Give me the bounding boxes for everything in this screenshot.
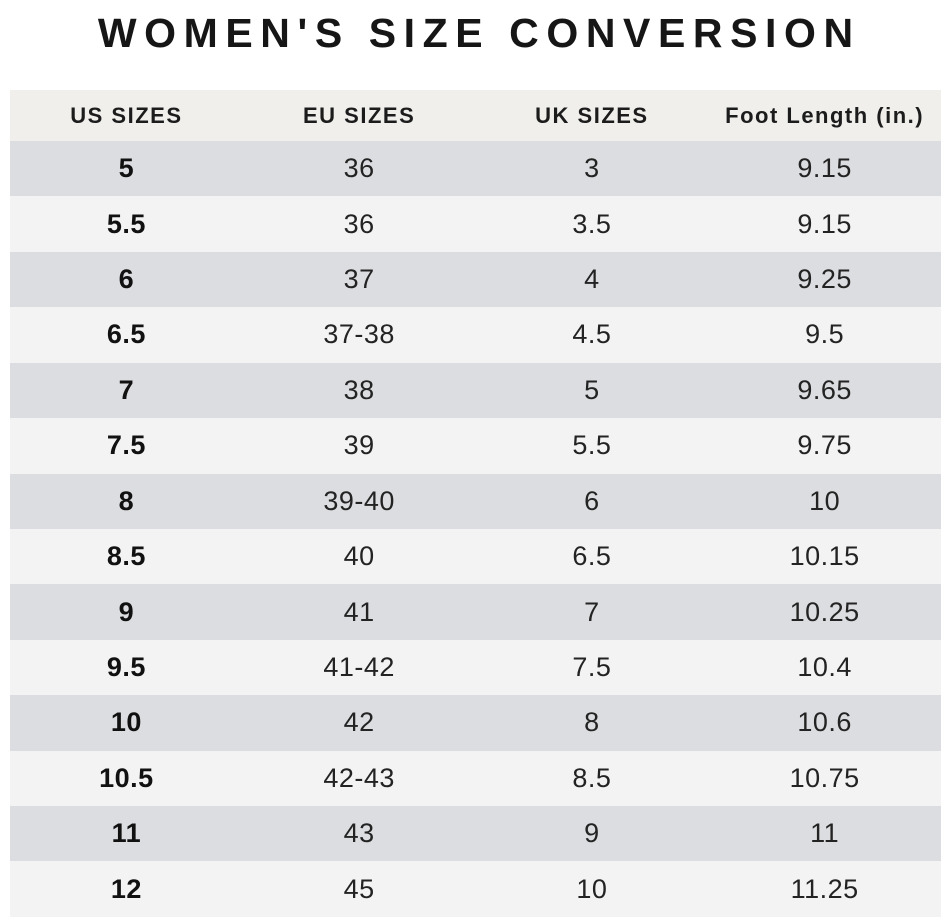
foot-length-cell: 9.65 xyxy=(797,374,852,405)
eu-sizes-cell: 40 xyxy=(343,541,375,572)
eu-sizes-cell: 43 xyxy=(343,818,375,849)
column-header-us-sizes: US SIZES xyxy=(70,102,183,128)
us-sizes-cell: 6 xyxy=(118,264,135,295)
uk-sizes-cell: 9 xyxy=(584,818,600,849)
table-row: 5.5 36 3.5 9.15 xyxy=(10,196,941,252)
foot-length-cell: 9.15 xyxy=(797,153,852,184)
foot-length-cell: 10.4 xyxy=(797,652,852,682)
eu-sizes-cell: 39-40 xyxy=(323,485,395,516)
table-row: 5 36 3 9.15 xyxy=(10,141,941,197)
eu-sizes-cell: 41 xyxy=(343,596,375,627)
eu-sizes-cell: 42 xyxy=(343,707,375,738)
uk-sizes-cell: 4.5 xyxy=(572,319,612,350)
eu-sizes-cell: 36 xyxy=(343,153,375,184)
us-sizes-cell: 6.5 xyxy=(106,319,146,350)
us-sizes-cell: 9 xyxy=(118,596,135,627)
uk-sizes-cell: 4 xyxy=(584,264,600,295)
eu-sizes-cell: 36 xyxy=(343,208,375,239)
column-header-foot-length: Foot Length (in.) xyxy=(725,102,925,128)
uk-sizes-cell: 7.5 xyxy=(572,652,612,682)
table-row: 7.5 39 5.5 9.75 xyxy=(10,418,941,474)
us-sizes-cell: 12 xyxy=(110,873,142,904)
uk-sizes-cell: 8.5 xyxy=(572,762,612,793)
foot-length-cell: 9.75 xyxy=(797,430,852,461)
table-row: 8 39-40 6 10 xyxy=(10,473,941,529)
foot-length-cell: 10.15 xyxy=(789,541,860,572)
eu-sizes-cell: 41-42 xyxy=(323,652,395,682)
us-sizes-cell: 10 xyxy=(110,707,142,738)
eu-sizes-cell: 39 xyxy=(343,430,375,461)
foot-length-cell: 9.15 xyxy=(797,208,852,239)
table-row: 9 41 7 10.25 xyxy=(10,584,941,640)
foot-length-cell: 10.25 xyxy=(789,596,860,627)
uk-sizes-cell: 6.5 xyxy=(572,541,612,572)
uk-sizes-cell: 5.5 xyxy=(572,430,612,461)
size-table-body: 5 36 3 9.15 5.5 36 3.5 9.15 6 37 4 9.25 6.5 37-38 4.5 9… xyxy=(10,141,941,917)
uk-sizes-cell: 8 xyxy=(584,707,600,738)
table-row: 10 42 8 10.6 xyxy=(10,695,941,751)
column-header-uk-sizes: UK SIZES xyxy=(535,102,649,128)
table-row: 6.5 37-38 4.5 9.5 xyxy=(10,307,941,363)
foot-length-cell: 9.25 xyxy=(797,264,852,295)
eu-sizes-cell: 37 xyxy=(343,264,375,295)
us-sizes-cell: 5 xyxy=(118,153,135,184)
us-sizes-cell: 8 xyxy=(118,485,135,516)
eu-sizes-cell: 45 xyxy=(343,873,375,904)
foot-length-cell: 11 xyxy=(810,818,840,849)
uk-sizes-cell: 7 xyxy=(584,596,600,627)
us-sizes-cell: 9.5 xyxy=(106,652,146,682)
us-sizes-cell: 5.5 xyxy=(106,208,146,239)
table-header-row: US SIZES EU SIZES UK SIZES Foot Length (in.… xyxy=(10,90,941,141)
eu-sizes-cell: 38 xyxy=(343,374,375,405)
table-row: 6 37 4 9.25 xyxy=(10,251,941,308)
size-conversion-table: US SIZES EU SIZES UK SIZES Foot Length (in.… xyxy=(10,90,941,917)
uk-sizes-cell: 6 xyxy=(584,485,600,516)
column-header-eu-sizes: EU SIZES xyxy=(303,102,416,128)
table-row: 11 43 9 11 xyxy=(10,806,941,862)
eu-sizes-cell: 37-38 xyxy=(323,319,395,350)
uk-sizes-cell: 5 xyxy=(584,374,600,405)
foot-length-cell: 9.5 xyxy=(805,319,845,350)
us-sizes-cell: 7.5 xyxy=(106,430,146,461)
us-sizes-cell: 10.5 xyxy=(99,762,154,793)
foot-length-cell: 10.75 xyxy=(789,762,860,793)
us-sizes-cell: 7 xyxy=(118,374,135,405)
uk-sizes-cell: 3.5 xyxy=(572,208,612,239)
table-row: 8.5 40 6.5 10.15 xyxy=(10,528,941,585)
foot-length-cell: 10 xyxy=(809,485,841,516)
uk-sizes-cell: 3 xyxy=(584,153,600,184)
us-sizes-cell: 11 xyxy=(111,818,142,849)
uk-sizes-cell: 10 xyxy=(576,873,608,904)
eu-sizes-cell: 42-43 xyxy=(323,762,395,793)
table-row: 12 45 10 11.25 xyxy=(10,861,941,917)
table-row: 7 38 5 9.65 xyxy=(10,362,941,419)
foot-length-cell: 11.25 xyxy=(790,873,859,904)
us-sizes-cell: 8.5 xyxy=(106,541,146,572)
page-title: WOMEN'S SIZE CONVERSION xyxy=(97,10,861,56)
table-row: 9.5 41-42 7.5 10.4 xyxy=(10,639,941,696)
foot-length-cell: 10.6 xyxy=(797,707,852,738)
table-row: 10.5 42-43 8.5 10.75 xyxy=(10,750,941,807)
